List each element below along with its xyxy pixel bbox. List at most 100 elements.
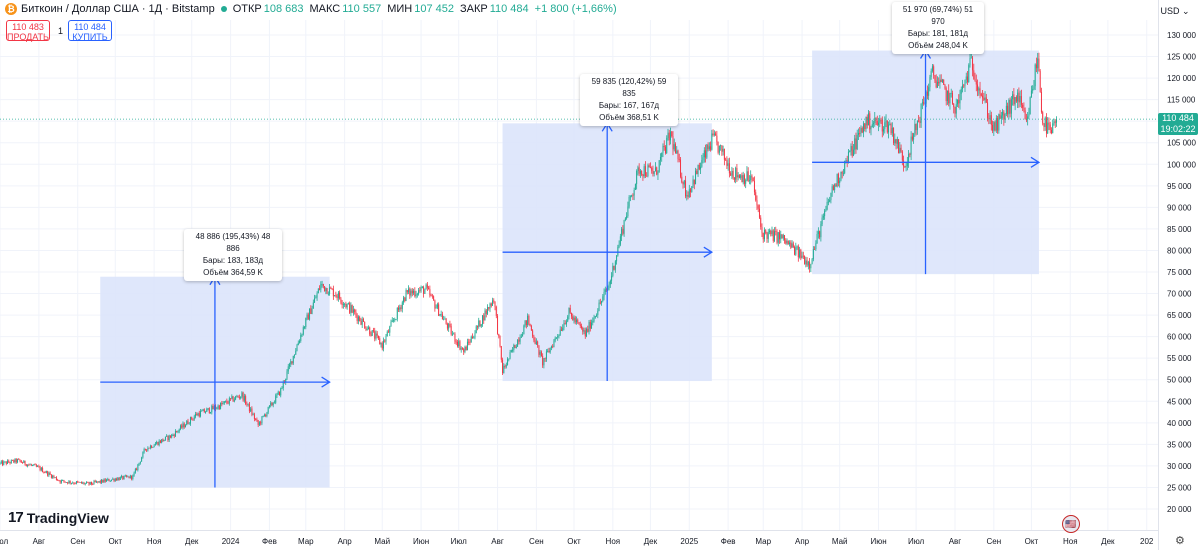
ohlc-high-label: МАКС (309, 3, 341, 15)
candle-body (510, 350, 512, 353)
candle-body (706, 144, 708, 158)
candle-body (434, 300, 436, 309)
candle-body (508, 358, 510, 360)
candle-body (771, 230, 773, 235)
candle-body (964, 79, 966, 86)
candle-body (765, 229, 767, 234)
candle-body (443, 318, 445, 320)
candle-body (617, 246, 619, 256)
candle-body (1008, 99, 1010, 115)
candle-body (627, 206, 629, 217)
candle-body (681, 176, 683, 183)
candle-body (1024, 110, 1026, 120)
candle-body (860, 128, 862, 134)
buy-button[interactable]: 110 484 КУПИТЬ (68, 20, 112, 42)
tradingview-logo[interactable]: 17 TradingView (8, 509, 109, 526)
candle-body (984, 97, 986, 100)
candle-body (252, 414, 254, 416)
candle-body (379, 338, 381, 345)
candle-body (914, 124, 916, 134)
candle-body (695, 170, 697, 185)
time-tick-label: Авг (33, 537, 46, 546)
candle-body (250, 408, 252, 412)
candle-body (435, 307, 437, 309)
candle-body (589, 321, 591, 329)
currency-selector[interactable]: USD ⌄ (1158, 2, 1192, 20)
candle-body (921, 102, 923, 104)
candle-body (611, 275, 613, 281)
candle-body (299, 340, 301, 343)
candle-body (806, 260, 808, 266)
candle-body (300, 334, 302, 341)
candle-body (760, 217, 762, 227)
candle-body (161, 439, 163, 443)
candle-body (738, 175, 740, 178)
candle-body (559, 329, 561, 335)
candle-body (310, 308, 312, 314)
candle-body (312, 302, 314, 309)
candle-body (915, 124, 917, 131)
candle-body (163, 439, 165, 442)
symbol-header[interactable]: ₿ Биткоин / Доллар США · 1Д · Bitstamp О… (0, 0, 623, 18)
tradingview-logo-icon: 17 (8, 509, 24, 526)
candle-body (700, 166, 702, 170)
candle-body (400, 307, 402, 309)
candle-body (586, 328, 588, 337)
candle-body (941, 79, 943, 82)
candle-body (940, 79, 942, 82)
candle-body (385, 336, 387, 342)
candle-body (192, 419, 194, 421)
candle-body (861, 128, 863, 133)
candle-body (113, 478, 115, 481)
time-tick-label: Дек (1101, 537, 1115, 546)
candle-body (702, 157, 704, 161)
candle-body (121, 476, 123, 478)
candle-body (662, 145, 664, 153)
candle-body (587, 328, 589, 332)
candle-body (297, 342, 299, 346)
candle-body (934, 75, 936, 81)
candle-body (524, 320, 526, 326)
candle-body (825, 209, 827, 211)
candle-body (549, 347, 551, 353)
settings-gear-icon[interactable]: ⚙ (1175, 535, 1185, 547)
candle-body (25, 464, 27, 467)
order-quantity[interactable]: 1 (58, 26, 64, 36)
candle-body (718, 145, 720, 153)
candle-body (270, 402, 272, 406)
candle-body (182, 423, 184, 428)
ohlc-open-value: 108 683 (263, 3, 304, 15)
candle-body (690, 189, 692, 193)
candle-body (899, 147, 901, 154)
candle-body (414, 290, 416, 297)
candle-body (911, 136, 913, 140)
candle-body (890, 123, 892, 134)
symbol-title[interactable]: Биткоин / Доллар США · 1Д · Bitstamp (21, 3, 215, 15)
candle-body (789, 242, 791, 245)
candle-body (482, 315, 483, 325)
candle-body (72, 482, 74, 484)
candle-body (697, 164, 699, 175)
candle-body (162, 439, 164, 442)
candle-body (1040, 91, 1042, 113)
candle-body (504, 365, 506, 367)
sell-button[interactable]: 110 483 ПРОДАТЬ (6, 20, 50, 42)
candle-body (1002, 111, 1004, 116)
candle-body (54, 477, 56, 478)
candle-body (638, 167, 640, 174)
candle-body (156, 442, 158, 444)
candle-body (868, 113, 869, 126)
candle-body (869, 113, 871, 130)
candle-body (258, 422, 260, 425)
candle-body (836, 174, 838, 187)
candle-body (451, 333, 453, 335)
price-tick-label: 40 000 (1167, 419, 1192, 428)
candle-body (581, 325, 583, 328)
candle-body (75, 481, 77, 484)
candle-body (1015, 97, 1017, 102)
us-flag-icon[interactable]: 🇺🇸 (1062, 515, 1080, 533)
candle-body (772, 230, 774, 241)
price-tick-label: 120 000 (1167, 74, 1196, 83)
candle-body (461, 348, 463, 350)
candle-body (465, 346, 467, 351)
